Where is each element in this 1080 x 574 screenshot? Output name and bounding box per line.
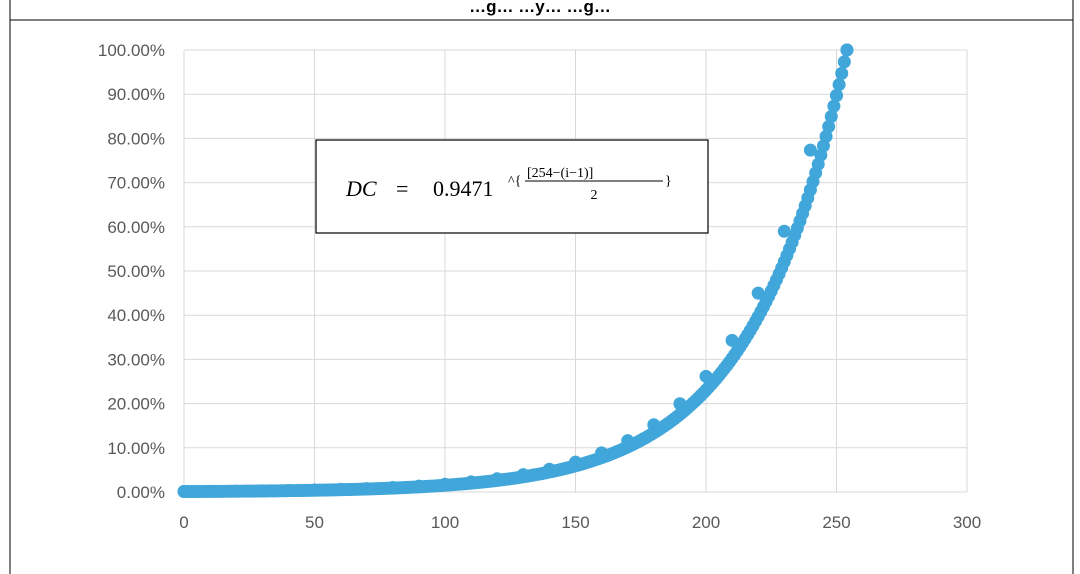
y-tick-label: 70.00%	[107, 174, 165, 193]
data-point: 220, 0.4499	[751, 286, 765, 300]
formula-numerator: [254−(i−1)]	[527, 166, 593, 181]
formula-lhs: DC	[345, 176, 377, 201]
curve-point	[819, 129, 833, 143]
formula-equals: =	[396, 176, 408, 201]
y-tick-label: 100.00%	[98, 41, 165, 60]
formula-caret: ^{	[508, 174, 521, 189]
x-tick-label: 0	[179, 513, 188, 532]
x-tick-label: 200	[692, 513, 720, 532]
y-tick-label: 80.00%	[107, 129, 165, 148]
y-tick-label: 0.00%	[117, 483, 165, 502]
formula-base: 0.9471	[433, 176, 494, 201]
chart-title: …g… …y… …g…	[469, 0, 611, 16]
data-points: 0, 0.001110, 0.001520, 0.00230, 0.002640…	[177, 43, 854, 499]
y-tick-label: 40.00%	[107, 306, 165, 325]
curve-point	[830, 89, 843, 103]
curve-point	[840, 43, 854, 57]
x-tick-label: 100	[431, 513, 459, 532]
y-tick-label: 60.00%	[107, 218, 165, 237]
y-tick-label: 90.00%	[107, 85, 165, 104]
formula-box	[315, 139, 709, 234]
y-tick-label: 20.00%	[107, 395, 165, 414]
formula-close: }	[665, 174, 672, 189]
curve-point	[824, 110, 838, 124]
gridlines	[183, 49, 968, 493]
formula-annotation: DC = 0.9471 ^{ [254−(i−1)] 2 }	[315, 139, 709, 234]
x-tick-label: 250	[822, 513, 850, 532]
curve-point	[832, 78, 846, 92]
y-tick-label: 10.00%	[107, 439, 165, 458]
curve-point	[822, 120, 836, 134]
curve-point	[827, 99, 841, 113]
x-tick-label: 50	[305, 513, 324, 532]
y-tick-label: 50.00%	[107, 262, 165, 281]
x-axis-tick-labels: 0 50 100 150 200 250 300	[179, 513, 981, 532]
x-tick-label: 150	[561, 513, 589, 532]
curve-point	[835, 66, 849, 80]
y-tick-label: 30.00%	[107, 350, 165, 369]
curve-point	[837, 55, 851, 69]
data-point: 240, 0.7734	[803, 143, 817, 157]
x-tick-label: 300	[953, 513, 981, 532]
formula-denominator: 2	[591, 188, 598, 203]
data-point: 230, 0.5898	[777, 224, 791, 238]
y-axis-tick-labels: 0.00% 10.00% 20.00% 30.00% 40.00% 50.00% 60.00…	[98, 41, 165, 502]
